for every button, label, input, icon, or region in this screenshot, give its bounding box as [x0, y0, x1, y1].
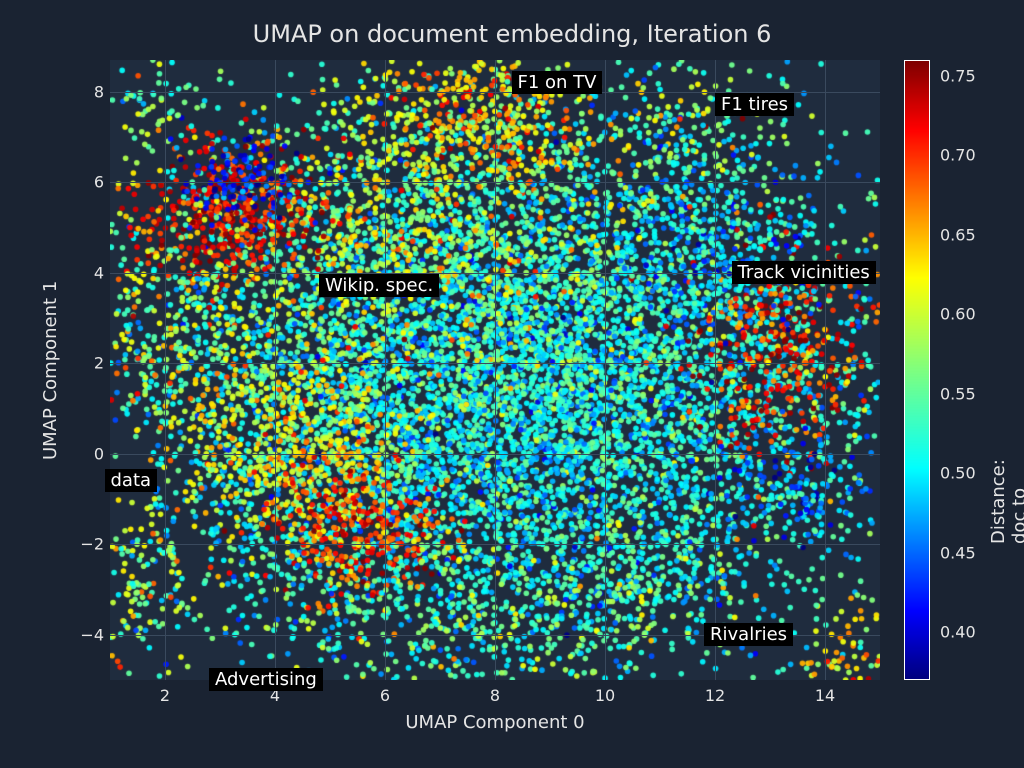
colorbar-tick: 0.65 — [940, 225, 976, 244]
grid-vertical — [165, 60, 166, 680]
y-tick-label: −2 — [74, 535, 104, 554]
colorbar-tick: 0.40 — [940, 623, 976, 642]
colorbar-tick: 0.75 — [940, 66, 976, 85]
y-axis-label: UMAP Component 1 — [40, 281, 61, 460]
x-tick-label: 12 — [705, 686, 725, 705]
grid-horizontal — [110, 182, 880, 183]
grid-vertical — [605, 60, 606, 680]
annotation-label: Rivalries — [704, 623, 793, 646]
x-axis-label: UMAP Component 0 — [110, 712, 880, 733]
y-tick-label: 2 — [74, 354, 104, 373]
grid-horizontal — [110, 454, 880, 455]
colorbar-tick: 0.55 — [940, 384, 976, 403]
annotation-label: Advertising — [209, 668, 323, 691]
annotation-label: F1 on TV — [512, 71, 603, 94]
grid-vertical — [825, 60, 826, 680]
x-tick-label: 8 — [490, 686, 500, 705]
grid-vertical — [715, 60, 716, 680]
x-tick-label: 14 — [815, 686, 835, 705]
colorbar-label: Distance: doc to nearest question — [988, 459, 1024, 544]
y-tick-label: 6 — [74, 173, 104, 192]
grid-vertical — [385, 60, 386, 680]
colorbar-tick: 0.60 — [940, 305, 976, 324]
annotation-label: F1 tires — [715, 93, 794, 116]
x-tick-label: 2 — [160, 686, 170, 705]
grid-horizontal — [110, 363, 880, 364]
y-tick-label: −4 — [74, 625, 104, 644]
y-tick-label: 4 — [74, 263, 104, 282]
y-tick-label: 8 — [74, 82, 104, 101]
annotation-label: data — [105, 469, 158, 492]
figure-title: UMAP on document embedding, Iteration 6 — [0, 20, 1024, 48]
annotation-label: Track vicinities — [732, 261, 876, 284]
x-tick-label: 6 — [380, 686, 390, 705]
colorbar-tick: 0.45 — [940, 543, 976, 562]
umap-scatter-figure: UMAP on document embedding, Iteration 6 … — [0, 0, 1024, 768]
colorbar — [904, 60, 930, 680]
colorbar-gradient — [905, 61, 929, 679]
grid-vertical — [495, 60, 496, 680]
colorbar-tick: 0.70 — [940, 146, 976, 165]
plot-area — [110, 60, 880, 680]
annotation-label: Wikip. spec. — [319, 274, 439, 297]
colorbar-tick: 0.50 — [940, 464, 976, 483]
grid-vertical — [275, 60, 276, 680]
grid-horizontal — [110, 544, 880, 545]
y-tick-label: 0 — [74, 444, 104, 463]
x-tick-label: 10 — [595, 686, 615, 705]
